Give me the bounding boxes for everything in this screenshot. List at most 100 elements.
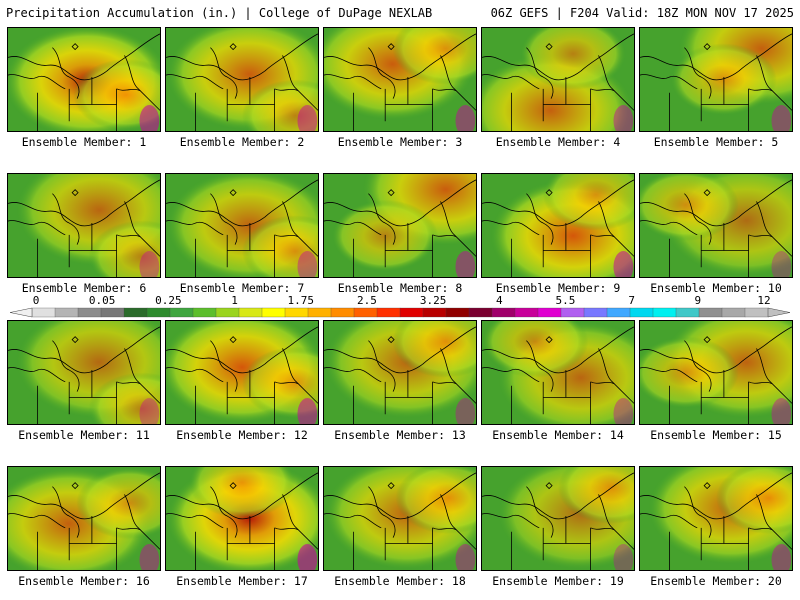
precip-map — [482, 174, 634, 277]
ensemble-panel-4 — [481, 27, 635, 132]
ensemble-member-label: Ensemble Member: 5 — [653, 135, 779, 149]
precip-map — [8, 467, 160, 570]
legend-swatch — [123, 307, 148, 318]
precip-map — [640, 174, 792, 277]
ensemble-member-label: Ensemble Member: 11 — [18, 428, 150, 442]
precip-map — [324, 28, 476, 131]
ensemble-panel-15 — [639, 320, 793, 425]
ensemble-member-label: Ensemble Member: 20 — [650, 574, 782, 588]
legend-swatch — [629, 307, 654, 318]
ensemble-member-label: Ensemble Member: 15 — [650, 428, 782, 442]
ensemble-panel-17 — [165, 466, 319, 571]
precip-map — [166, 28, 318, 131]
ensemble-member-label: Ensemble Member: 8 — [337, 281, 463, 295]
legend-swatch — [698, 307, 723, 318]
legend-swatch — [744, 307, 769, 318]
legend-swatch — [77, 307, 102, 318]
precip-map — [324, 321, 476, 424]
ensemble-panel-1 — [7, 27, 161, 132]
legend-swatch — [100, 307, 125, 318]
ensemble-member-label: Ensemble Member: 7 — [179, 281, 305, 295]
map-title: Precipitation Accumulation (in.) | Colle… — [6, 6, 433, 20]
legend-tick-label: 5.5 — [555, 294, 576, 307]
legend-tick-label: 1.75 — [287, 294, 314, 307]
legend-tick-label: 0 — [32, 294, 40, 307]
ensemble-panel-16 — [7, 466, 161, 571]
legend-swatch — [399, 307, 424, 318]
ensemble-member-label: Ensemble Member: 17 — [176, 574, 308, 588]
ensemble-panel-14 — [481, 320, 635, 425]
ensemble-member-label: Ensemble Member: 2 — [179, 135, 305, 149]
precip-map — [482, 321, 634, 424]
precip-map — [324, 174, 476, 277]
ensemble-panel-2 — [165, 27, 319, 132]
legend-tick-label: 7 — [628, 294, 635, 307]
legend-swatch — [31, 307, 56, 318]
precip-legend: 0 0.05 0.25 1 1.75 2.5 3.25 4 5.5 7 9 12 — [6, 294, 794, 322]
legend-colorbar — [9, 307, 791, 318]
ensemble-member-label: Ensemble Member: 9 — [495, 281, 621, 295]
ensemble-member-label: Ensemble Member: 6 — [21, 281, 147, 295]
precip-map — [8, 321, 160, 424]
legend-swatch — [537, 307, 562, 318]
ensemble-panel-7 — [165, 173, 319, 278]
precip-map — [166, 174, 318, 277]
precip-map — [166, 467, 318, 570]
legend-tick-label: 1 — [231, 294, 238, 307]
ensemble-panel-8 — [323, 173, 477, 278]
ensemble-member-label: Ensemble Member: 1 — [21, 135, 147, 149]
ensemble-panel-3 — [323, 27, 477, 132]
precip-map — [482, 467, 634, 570]
legend-swatch — [307, 307, 332, 318]
legend-swatch — [215, 307, 240, 318]
precip-map — [8, 174, 160, 277]
ensemble-panel-18 — [323, 466, 477, 571]
ensemble-panel-13 — [323, 320, 477, 425]
legend-tick-label: 9 — [694, 294, 702, 307]
ensemble-panel-9 — [481, 173, 635, 278]
legend-swatch — [353, 307, 378, 318]
ensemble-panel-11 — [7, 320, 161, 425]
precip-map — [640, 321, 792, 424]
legend-tick-label: 2.5 — [356, 294, 377, 307]
legend-swatch — [514, 307, 539, 318]
legend-swatch — [146, 307, 171, 318]
precip-map — [640, 28, 792, 131]
ensemble-panel-12 — [165, 320, 319, 425]
legend-swatch — [238, 307, 263, 318]
legend-swatch — [376, 307, 401, 318]
precip-map — [482, 28, 634, 131]
ensemble-member-label: Ensemble Member: 10 — [650, 281, 782, 295]
legend-swatch — [675, 307, 700, 318]
legend-tick-label: 0.25 — [155, 294, 182, 307]
ensemble-panel-19 — [481, 466, 635, 571]
ensemble-member-label: Ensemble Member: 14 — [492, 428, 624, 442]
ensemble-panel-6 — [7, 173, 161, 278]
legend-swatch — [192, 307, 217, 318]
run-info: 06Z GEFS | F204 Valid: 18Z MON NOV 17 20… — [490, 6, 794, 20]
legend-swatch — [54, 307, 79, 318]
ensemble-member-label: Ensemble Member: 3 — [337, 135, 463, 149]
ensemble-member-label: Ensemble Member: 18 — [334, 574, 466, 588]
legend-swatch — [652, 307, 677, 318]
ensemble-member-label: Ensemble Member: 16 — [18, 574, 150, 588]
ensemble-member-label: Ensemble Member: 19 — [492, 574, 624, 588]
ensemble-panel-10 — [639, 173, 793, 278]
legend-swatch — [330, 307, 355, 318]
legend-swatch — [491, 307, 516, 318]
legend-swatch — [422, 307, 447, 318]
legend-swatch — [560, 307, 585, 318]
legend-swatch — [606, 307, 631, 318]
legend-tick-label: 12 — [757, 294, 771, 307]
legend-swatch — [261, 307, 286, 318]
legend-swatch — [583, 307, 608, 318]
ensemble-member-label: Ensemble Member: 4 — [495, 135, 621, 149]
precip-map — [324, 467, 476, 570]
ensemble-panel-5 — [639, 27, 793, 132]
legend-swatch — [468, 307, 493, 318]
ensemble-member-label: Ensemble Member: 12 — [176, 428, 308, 442]
legend-swatch — [721, 307, 746, 318]
precip-map — [640, 467, 792, 570]
legend-tick-label: 4 — [495, 294, 503, 307]
legend-swatch — [445, 307, 470, 318]
